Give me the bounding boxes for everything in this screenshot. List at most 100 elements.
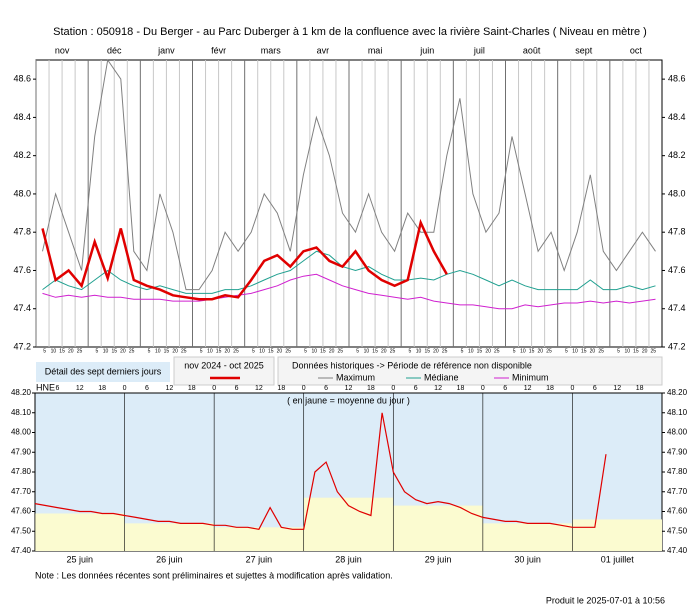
day-tick-label: 15 bbox=[111, 348, 117, 354]
day-tick-label: 5 bbox=[461, 348, 464, 354]
time-zone-label: HNE bbox=[36, 382, 55, 392]
month-label: juil bbox=[473, 45, 485, 55]
daily-mean bbox=[482, 523, 573, 551]
day-tick-label: 25 bbox=[651, 348, 657, 354]
hour-tick-label: 12 bbox=[434, 385, 442, 392]
legend-label: Maximum bbox=[336, 372, 375, 382]
y-tick-label: 48.4 bbox=[13, 112, 31, 122]
hour-tick-label: 0 bbox=[302, 385, 306, 392]
hour-tick-label: 18 bbox=[188, 385, 196, 392]
day-tick-label: 25 bbox=[338, 348, 344, 354]
day-tick-label: 20 bbox=[277, 348, 283, 354]
hour-tick-label: 0 bbox=[481, 385, 485, 392]
day-tick-label: 20 bbox=[68, 348, 74, 354]
day-tick-label: 15 bbox=[424, 348, 430, 354]
day-tick-label: 25 bbox=[442, 348, 448, 354]
legend-left bbox=[36, 362, 170, 382]
month-label: déc bbox=[107, 45, 122, 55]
month-label: avr bbox=[317, 45, 330, 55]
day-tick-label: 5 bbox=[356, 348, 359, 354]
day-tick-label: 20 bbox=[381, 348, 387, 354]
y-tick-label: 48.00 bbox=[11, 428, 32, 437]
day-tick-label: 10 bbox=[103, 348, 109, 354]
y-tick-label: 47.70 bbox=[11, 487, 32, 496]
daily-mean bbox=[35, 513, 125, 551]
hour-tick-label: 6 bbox=[503, 385, 507, 392]
daily-mean bbox=[214, 527, 304, 551]
y-tick-label-right: 47.70 bbox=[667, 487, 688, 496]
hour-tick-label: 6 bbox=[55, 385, 59, 392]
y-tick-label: 47.2 bbox=[13, 341, 31, 351]
y-tick-label: 47.90 bbox=[11, 447, 32, 456]
day-tick-label: 5 bbox=[565, 348, 568, 354]
day-tick-label: 25 bbox=[233, 348, 239, 354]
hour-tick-label: 6 bbox=[235, 385, 239, 392]
hour-tick-label: 6 bbox=[324, 385, 328, 392]
y-tick-label-right: 47.8 bbox=[668, 227, 686, 237]
day-tick-label: 10 bbox=[259, 348, 265, 354]
day-tick-label: 5 bbox=[252, 348, 255, 354]
y-tick-label-right: 47.6 bbox=[668, 265, 686, 275]
hour-tick-label: 12 bbox=[345, 385, 353, 392]
day-tick-label: 15 bbox=[529, 348, 535, 354]
day-tick-label: 5 bbox=[304, 348, 307, 354]
hour-tick-label: 0 bbox=[391, 385, 395, 392]
hour-tick-label: 18 bbox=[457, 385, 465, 392]
y-tick-label-right: 48.4 bbox=[668, 112, 686, 122]
day-tick-label: 25 bbox=[494, 348, 500, 354]
daily-mean bbox=[393, 505, 483, 551]
y-tick-label: 47.50 bbox=[11, 526, 32, 535]
day-tick-label: 15 bbox=[477, 348, 483, 354]
day-tick-label: 10 bbox=[416, 348, 422, 354]
day-tick-label: 10 bbox=[364, 348, 370, 354]
hour-tick-label: 12 bbox=[76, 385, 84, 392]
day-tick-label: 20 bbox=[120, 348, 126, 354]
y-tick-label: 48.10 bbox=[11, 408, 32, 417]
x-tick-label: 25 juin bbox=[67, 554, 94, 564]
x-tick-label: 30 juin bbox=[514, 554, 541, 564]
hour-tick-label: 6 bbox=[414, 385, 418, 392]
series-line bbox=[42, 273, 656, 310]
day-tick-label: 20 bbox=[172, 348, 178, 354]
day-tick-label: 25 bbox=[181, 348, 187, 354]
day-tick-label: 15 bbox=[581, 348, 587, 354]
daily-mean bbox=[303, 497, 394, 551]
y-tick-label-right: 48.0 bbox=[668, 188, 686, 198]
series-line bbox=[42, 58, 656, 291]
day-tick-label: 5 bbox=[43, 348, 46, 354]
month-label: sept bbox=[575, 45, 593, 55]
day-tick-label: 25 bbox=[129, 348, 135, 354]
day-tick-label: 20 bbox=[537, 348, 543, 354]
y-tick-label: 47.8 bbox=[13, 227, 31, 237]
day-tick-label: 20 bbox=[224, 348, 230, 354]
y-tick-label-right: 47.60 bbox=[667, 507, 688, 516]
hour-tick-label: 12 bbox=[165, 385, 173, 392]
hour-tick-label: 12 bbox=[524, 385, 532, 392]
legend-label: nov 2024 - oct 2025 bbox=[184, 360, 264, 370]
day-tick-label: 20 bbox=[433, 348, 439, 354]
daily-mean bbox=[124, 523, 215, 551]
day-tick-label: 15 bbox=[216, 348, 222, 354]
legend-box bbox=[173, 356, 275, 386]
month-label: août bbox=[523, 45, 541, 55]
day-tick-label: 10 bbox=[51, 348, 57, 354]
day-tick-label: 25 bbox=[285, 348, 291, 354]
day-tick-label: 5 bbox=[200, 348, 203, 354]
y-tick-label: 47.80 bbox=[11, 467, 32, 476]
y-tick-label-right: 48.10 bbox=[667, 408, 688, 417]
y-tick-label-right: 47.40 bbox=[667, 546, 688, 555]
y-tick-label-right: 48.6 bbox=[668, 74, 686, 84]
day-tick-label: 10 bbox=[520, 348, 526, 354]
day-tick-label: 20 bbox=[590, 348, 596, 354]
hour-tick-label: 12 bbox=[255, 385, 263, 392]
series-line bbox=[42, 250, 656, 294]
hour-tick-label: 0 bbox=[570, 385, 574, 392]
day-tick-label: 15 bbox=[268, 348, 274, 354]
y-tick-label: 47.4 bbox=[13, 303, 31, 313]
series-line bbox=[34, 412, 607, 530]
y-tick-label-right: 47.80 bbox=[667, 467, 688, 476]
y-tick-label: 47.40 bbox=[11, 546, 32, 555]
y-tick-label: 47.6 bbox=[13, 265, 31, 275]
daily-mean bbox=[572, 519, 662, 551]
month-label: févr bbox=[211, 45, 226, 55]
